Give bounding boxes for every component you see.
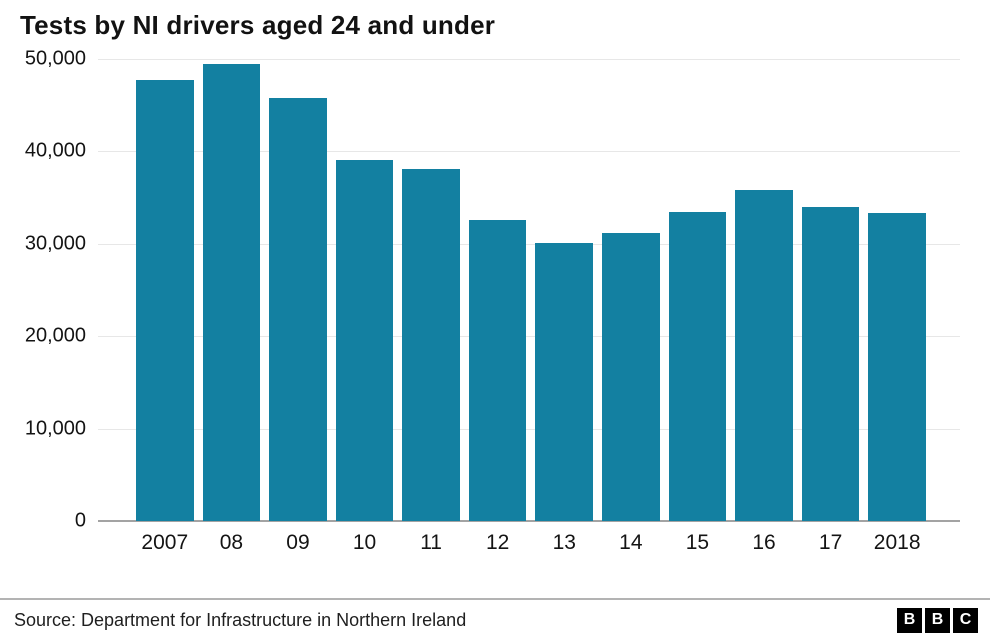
x-tick-label: 2018 (873, 531, 921, 554)
grid-line (98, 336, 960, 338)
bar-10 (335, 159, 394, 521)
bar-16 (735, 190, 793, 521)
x-tick-label: 12 (486, 531, 510, 554)
bbc-logo-block: B (897, 607, 922, 633)
x-tick-label: 09 (286, 531, 310, 554)
y-tick-label: 20,000 (24, 324, 86, 347)
bbc-logo-block: B (925, 607, 950, 633)
bar-13 (535, 242, 594, 521)
bar-14 (602, 232, 660, 521)
grid-line (98, 59, 960, 60)
bar-11 (402, 168, 460, 521)
y-tick-label: 0 (74, 509, 86, 532)
x-labels: 2007 08 09 10 11 12 13 14 15 16 17 2018 (98, 531, 960, 555)
x-tick-label: 11 (420, 531, 442, 554)
bar-15 (668, 212, 727, 521)
bar-2007 (136, 80, 194, 521)
bar-08 (202, 63, 261, 521)
source-caption: Source: Department for Infrastructure in… (14, 609, 467, 630)
bbc-logo: B B C (897, 607, 978, 633)
plot-area (98, 59, 960, 522)
y-tick-label: 10,000 (24, 417, 86, 440)
bar-2018 (868, 213, 926, 521)
bar-12 (468, 219, 527, 521)
x-axis: 2007 08 09 10 11 12 13 14 15 16 17 2018 (14, 531, 960, 555)
grid-line (98, 151, 960, 153)
bar-09 (269, 97, 327, 521)
x-tick-label: 13 (552, 531, 576, 554)
x-axis-spacer (14, 531, 98, 555)
grid-line (98, 243, 960, 245)
x-tick-label: 14 (619, 531, 643, 554)
x-tick-label: 16 (752, 531, 776, 554)
footer: Source: Department for Infrastructure in… (0, 598, 990, 640)
x-tick-label: 2007 (141, 531, 189, 554)
bar-17 (801, 206, 860, 521)
chart-title: Tests by NI drivers aged 24 and under (20, 10, 496, 40)
y-tick-label: 40,000 (24, 139, 86, 162)
x-tick-label: 15 (685, 531, 710, 554)
y-tick-label: 50,000 (24, 47, 86, 70)
grid-line (98, 428, 960, 430)
x-tick-label: 10 (352, 531, 377, 554)
x-axis-line (98, 520, 960, 522)
bbc-logo-block: C (953, 607, 978, 633)
x-tick-label: 17 (818, 531, 843, 554)
x-tick-label: 08 (219, 531, 244, 554)
chart: 0 10,000 20,000 30,000 40,000 50,000 (14, 48, 960, 532)
y-axis: 0 10,000 20,000 30,000 40,000 50,000 (14, 48, 98, 532)
bars-group (98, 59, 960, 521)
y-tick-label: 30,000 (24, 232, 86, 255)
